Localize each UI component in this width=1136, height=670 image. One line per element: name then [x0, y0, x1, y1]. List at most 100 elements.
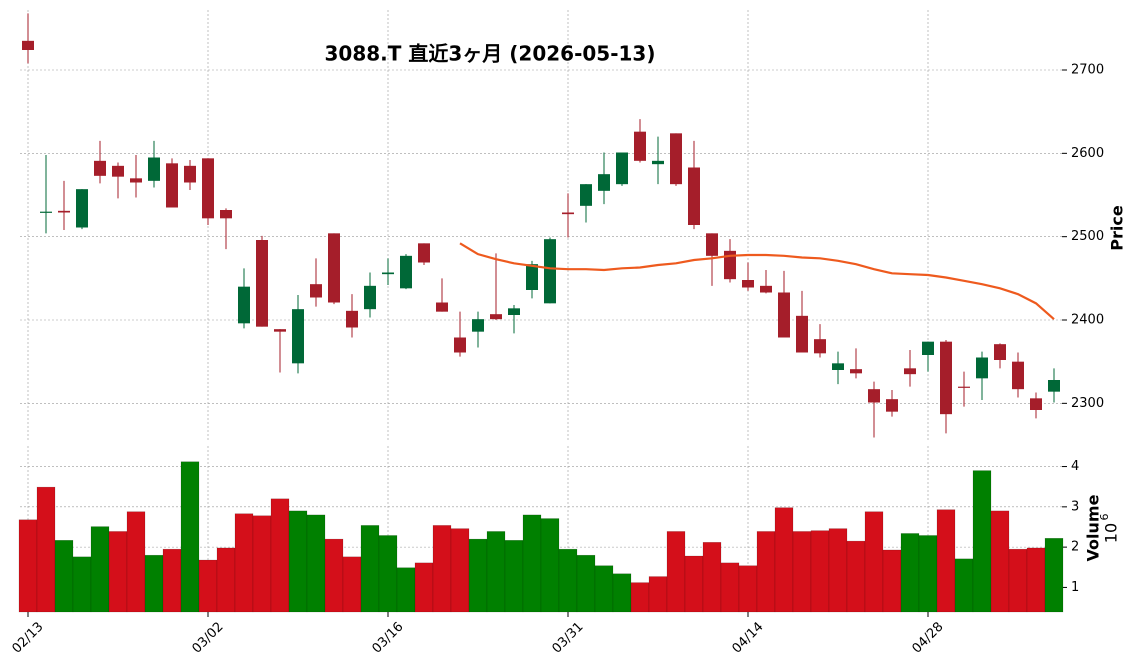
chart-title: 3088.T 直近3ヶ月 (2026-05-13) [325, 42, 656, 66]
candle-body [724, 250, 736, 280]
volume-bar [252, 515, 272, 613]
candle-body [436, 302, 448, 312]
y-tick-label: 2400 [1071, 313, 1104, 328]
candle-body [580, 184, 592, 206]
volume-bar [918, 535, 938, 613]
candle-body [634, 131, 646, 161]
volume-bar [594, 565, 614, 613]
volume-bar [756, 531, 776, 613]
volume-bar [18, 519, 38, 613]
volume-bar [900, 533, 920, 613]
candle-body [616, 152, 628, 185]
candle-body [490, 314, 502, 320]
volume-bar [396, 567, 416, 613]
volume-bar [324, 538, 344, 613]
volume-bar [792, 531, 812, 613]
volume-bar [432, 525, 452, 613]
price-axis-label: Price [1108, 205, 1127, 251]
volume-bar [576, 554, 596, 613]
y-tick-label: 1 [1071, 580, 1079, 595]
candle-body [58, 210, 70, 213]
candle-body [238, 286, 250, 324]
volume-bar [468, 538, 488, 613]
candle-body [400, 255, 412, 289]
candle-body [688, 167, 700, 225]
volume-bar [486, 531, 506, 613]
volume-bar [126, 511, 146, 613]
candle-body [328, 233, 340, 303]
candle-body [940, 341, 952, 415]
volume-bar [90, 526, 110, 613]
volume-bar [684, 555, 704, 613]
volume-bar [738, 565, 758, 613]
candle-body [598, 174, 610, 191]
volume-bar [540, 518, 560, 613]
candle-body [364, 285, 376, 310]
volume-bar [522, 514, 542, 613]
candle-body [256, 240, 268, 327]
candle-body [508, 308, 520, 315]
volume-bar [360, 525, 380, 613]
candle-body [76, 189, 88, 228]
volume-bar [1026, 547, 1046, 613]
candle-body [40, 211, 52, 213]
volume-bar [288, 510, 308, 613]
volume-bar [1044, 538, 1064, 613]
volume-bar [954, 558, 974, 613]
candle-body [742, 280, 754, 288]
volume-bar [846, 540, 866, 613]
volume-bar [270, 498, 290, 613]
volume-bar [180, 461, 200, 613]
volume-bar [648, 576, 668, 613]
candle-body [1048, 380, 1060, 392]
volume-axis-label: Volume [1084, 494, 1103, 561]
x-tick-label: 04/14 [729, 619, 766, 656]
candle-body [346, 310, 358, 328]
moving-average-line [459, 242, 1055, 320]
candle-body [202, 158, 214, 219]
volume-bar [702, 542, 722, 613]
volume-bar [414, 562, 434, 613]
volume-bar [1008, 548, 1028, 613]
volume-bar [450, 528, 470, 613]
volume-bar [810, 530, 830, 613]
volume-bar [144, 554, 164, 613]
volume-bar [378, 535, 398, 613]
candle-body [670, 133, 682, 185]
candle-body [994, 344, 1006, 360]
candle-body [814, 339, 826, 354]
candle-body [148, 157, 160, 181]
candle-body [760, 285, 772, 293]
volume-bar [306, 514, 326, 613]
volume-bar [972, 470, 992, 613]
x-tick-label: 04/28 [909, 619, 946, 656]
y-tick-label: 2600 [1071, 146, 1104, 161]
candle-body [886, 399, 898, 412]
candle-body [850, 369, 862, 374]
candle-body [274, 329, 286, 332]
offset-exponent: 6 [1098, 514, 1111, 521]
candle-body [544, 239, 556, 304]
volume-bar [342, 556, 362, 613]
volume-bar [720, 562, 740, 613]
candle-body [652, 160, 664, 165]
volume-bar [54, 540, 74, 613]
y-tick-label: 2700 [1071, 63, 1104, 78]
volume-bar [612, 573, 632, 613]
candle-body [868, 389, 880, 403]
candle-body [526, 264, 538, 290]
volume-bar [108, 531, 128, 613]
candle-body [184, 165, 196, 183]
volume-bar [774, 507, 794, 613]
candle-body [220, 210, 232, 219]
volume-bar [666, 531, 686, 613]
volume-bar [828, 528, 848, 613]
candle-body [922, 341, 934, 355]
offset-text: 10 6 [1098, 514, 1121, 544]
volume-bar [864, 511, 884, 613]
volume-bar [36, 486, 56, 613]
candle-body [166, 163, 178, 208]
y-tick-label: 3 [1071, 499, 1079, 514]
volume-bar [882, 549, 902, 613]
